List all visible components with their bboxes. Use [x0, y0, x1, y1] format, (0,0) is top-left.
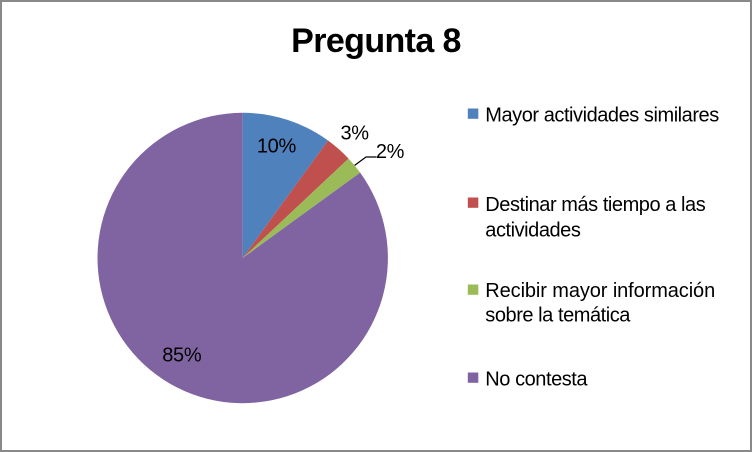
svg-text:10%: 10%	[257, 135, 297, 157]
svg-text:Destinar más tiempo a las: Destinar más tiempo a las	[485, 194, 705, 216]
svg-text:Mayor actividades similares: Mayor actividades similares	[485, 105, 719, 127]
svg-text:sobre la temática: sobre la temática	[485, 305, 631, 327]
svg-text:Recibir mayor información: Recibir mayor información	[485, 280, 715, 302]
svg-text:Pregunta 8: Pregunta 8	[291, 22, 461, 60]
svg-text:3%: 3%	[340, 123, 369, 145]
svg-text:actividades: actividades	[485, 220, 581, 242]
svg-text:No contesta: No contesta	[485, 368, 588, 390]
svg-text:2%: 2%	[376, 141, 405, 163]
svg-text:85%: 85%	[162, 345, 202, 367]
